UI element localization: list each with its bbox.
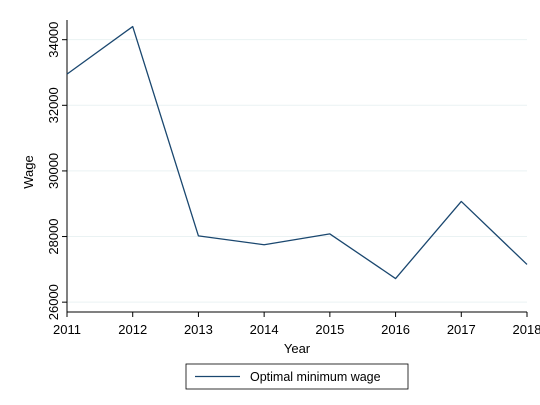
legend: Optimal minimum wage bbox=[186, 364, 408, 389]
y-tick-label: 26000 bbox=[46, 284, 61, 320]
x-tick-label: 2016 bbox=[381, 322, 410, 337]
x-tick-label: 2014 bbox=[250, 322, 279, 337]
x-tick-label: 2017 bbox=[447, 322, 476, 337]
x-tick-label: 2015 bbox=[315, 322, 344, 337]
y-tick-label: 30000 bbox=[46, 153, 61, 189]
x-axis-title: Year bbox=[284, 341, 311, 356]
y-tick-label: 28000 bbox=[46, 218, 61, 254]
y-tick-label: 34000 bbox=[46, 22, 61, 58]
legend-label-optimal-minimum-wage: Optimal minimum wage bbox=[250, 370, 381, 384]
x-tick-label: 2018 bbox=[513, 322, 540, 337]
x-tick-label: 2011 bbox=[53, 322, 81, 337]
x-tick-label: 2013 bbox=[184, 322, 213, 337]
y-tick-label: 32000 bbox=[46, 87, 61, 123]
y-axis-title: Wage bbox=[21, 155, 36, 188]
x-tick-label: 2012 bbox=[118, 322, 147, 337]
